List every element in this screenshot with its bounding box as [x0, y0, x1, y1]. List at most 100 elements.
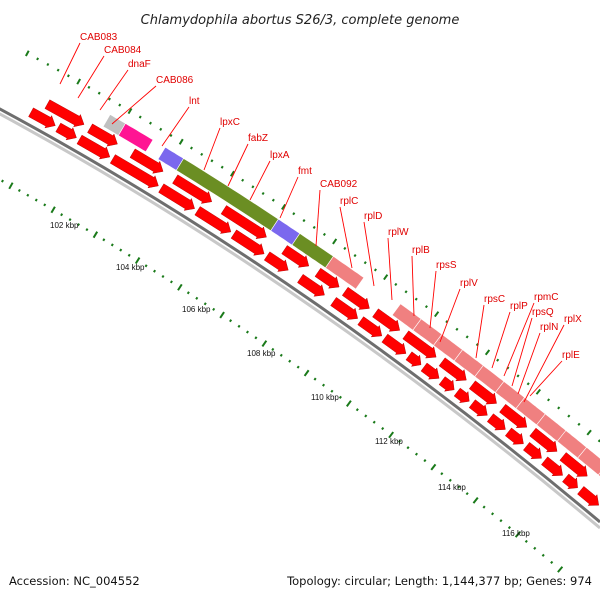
- inner-tick-mark: [550, 560, 554, 564]
- outer-tick-mark: [178, 138, 184, 145]
- gene-label-lpxc: lpxC: [220, 117, 240, 128]
- feature-bar: [117, 122, 154, 153]
- outer-tick-mark: [302, 219, 306, 223]
- reverse-strand-cds: [28, 107, 599, 506]
- outer-tick-mark: [586, 429, 592, 436]
- gene-leader-line: [203, 127, 221, 171]
- gene-label-rplv: rplV: [460, 278, 478, 289]
- genome-backbone-light: [0, 112, 600, 530]
- cds-arrow: [28, 107, 56, 129]
- inner-tick-mark: [219, 311, 225, 319]
- gene-leader-line: [475, 304, 485, 359]
- gene-label-rplb: rplB: [412, 245, 430, 256]
- cds-arrow: [341, 286, 370, 310]
- cds-arrow: [468, 399, 488, 417]
- outer-tick-mark: [434, 311, 440, 318]
- inner-tick-mark: [177, 283, 183, 291]
- outer-tick-mark: [97, 91, 101, 95]
- inner-tick-mark: [26, 193, 30, 197]
- cds-arrow: [541, 456, 563, 476]
- outer-tick-mark: [108, 97, 111, 101]
- cds-arrow: [230, 229, 265, 256]
- outer-tick-mark: [424, 305, 428, 309]
- gene-leader-line: [161, 106, 190, 147]
- inner-tick-mark: [345, 400, 352, 407]
- gene-leader-line: [363, 221, 375, 287]
- inner-tick-mark: [134, 257, 141, 265]
- cds-arrow: [158, 183, 195, 211]
- outer-tick-mark: [332, 238, 338, 245]
- gene-label-lpxa: lpxA: [270, 150, 290, 161]
- inner-tick-mark: [271, 347, 275, 351]
- outer-tick-mark: [353, 253, 357, 258]
- cds-arrow: [420, 362, 440, 380]
- outer-tick-mark: [220, 165, 224, 169]
- gene-leader-line: [339, 206, 353, 269]
- tick-label-112: 112 kbp: [375, 437, 403, 446]
- outer-tick-mark: [373, 268, 377, 272]
- gene-label-rpld: rplD: [364, 211, 382, 222]
- cds-arrow: [372, 308, 400, 332]
- gene-leader-line: [439, 288, 461, 343]
- inner-tick-mark: [161, 274, 165, 279]
- inner-tick-mark: [338, 395, 342, 399]
- cds-arrow: [562, 473, 578, 489]
- gene-leader-line: [529, 360, 563, 397]
- outer-tick-mark: [496, 358, 500, 362]
- cds-arrow: [523, 442, 542, 459]
- gene-label-rpmc: rpmC: [534, 292, 558, 303]
- outer-tick-mark: [484, 349, 491, 356]
- gene-label-rplc: rplC: [340, 196, 358, 207]
- cds-arrow: [402, 330, 437, 359]
- cds-arrow: [559, 452, 588, 477]
- inner-tick-mark: [102, 238, 106, 242]
- outer-tick-mark: [281, 203, 287, 210]
- gene-label-rpsc: rpsC: [484, 294, 505, 305]
- cds-arrow: [529, 427, 558, 453]
- outer-tick-mark: [241, 178, 245, 182]
- outer-tick-mark: [210, 159, 214, 163]
- cds-arrow: [438, 357, 467, 382]
- cds-arrow: [55, 122, 77, 141]
- inner-tick-mark: [127, 253, 131, 257]
- inner-tick-mark: [237, 324, 241, 328]
- outer-tick-mark: [312, 225, 316, 230]
- gene-leader-line: [77, 55, 105, 99]
- outer-tick-mark: [271, 198, 275, 202]
- inner-tick-mark: [533, 546, 537, 550]
- outer-tick-mark: [149, 121, 152, 125]
- gene-leader-line: [227, 143, 249, 187]
- outer-tick-mark: [56, 68, 60, 72]
- genome-backbone-dark: [0, 107, 600, 524]
- outer-tick-mark: [76, 78, 82, 85]
- inner-tick-mark: [507, 525, 511, 530]
- outer-tick-mark: [363, 261, 367, 265]
- inner-tick-mark: [212, 307, 216, 311]
- inner-tick-mark: [296, 365, 300, 369]
- cds-arrow: [577, 486, 599, 506]
- inner-tick-mark: [430, 463, 437, 471]
- gene-leader-line: [411, 255, 415, 317]
- inner-dotted-scale: [1, 179, 564, 573]
- gene-leader-line: [503, 302, 535, 377]
- gene-leader-line: [511, 317, 533, 387]
- inner-tick-mark: [364, 414, 368, 418]
- cds-arrow: [405, 351, 422, 367]
- outer-tick-mark: [261, 191, 265, 196]
- inner-tick-mark: [406, 446, 410, 450]
- outer-tick-mark: [516, 374, 520, 378]
- gene-leader-line: [111, 85, 157, 125]
- gene-leader-line: [315, 189, 321, 247]
- outer-tick-mark: [87, 85, 91, 89]
- outer-tick-mark: [251, 185, 255, 189]
- inner-tick-mark: [229, 319, 233, 323]
- inner-tick-mark: [372, 420, 376, 424]
- inner-tick-mark: [313, 377, 317, 381]
- inner-tick-mark: [279, 353, 283, 357]
- cds-arrow: [505, 427, 524, 445]
- inner-tick-mark: [68, 218, 72, 222]
- inner-tick-mark: [8, 182, 14, 190]
- inner-tick-mark: [303, 369, 310, 377]
- outer-tick-mark: [229, 170, 235, 177]
